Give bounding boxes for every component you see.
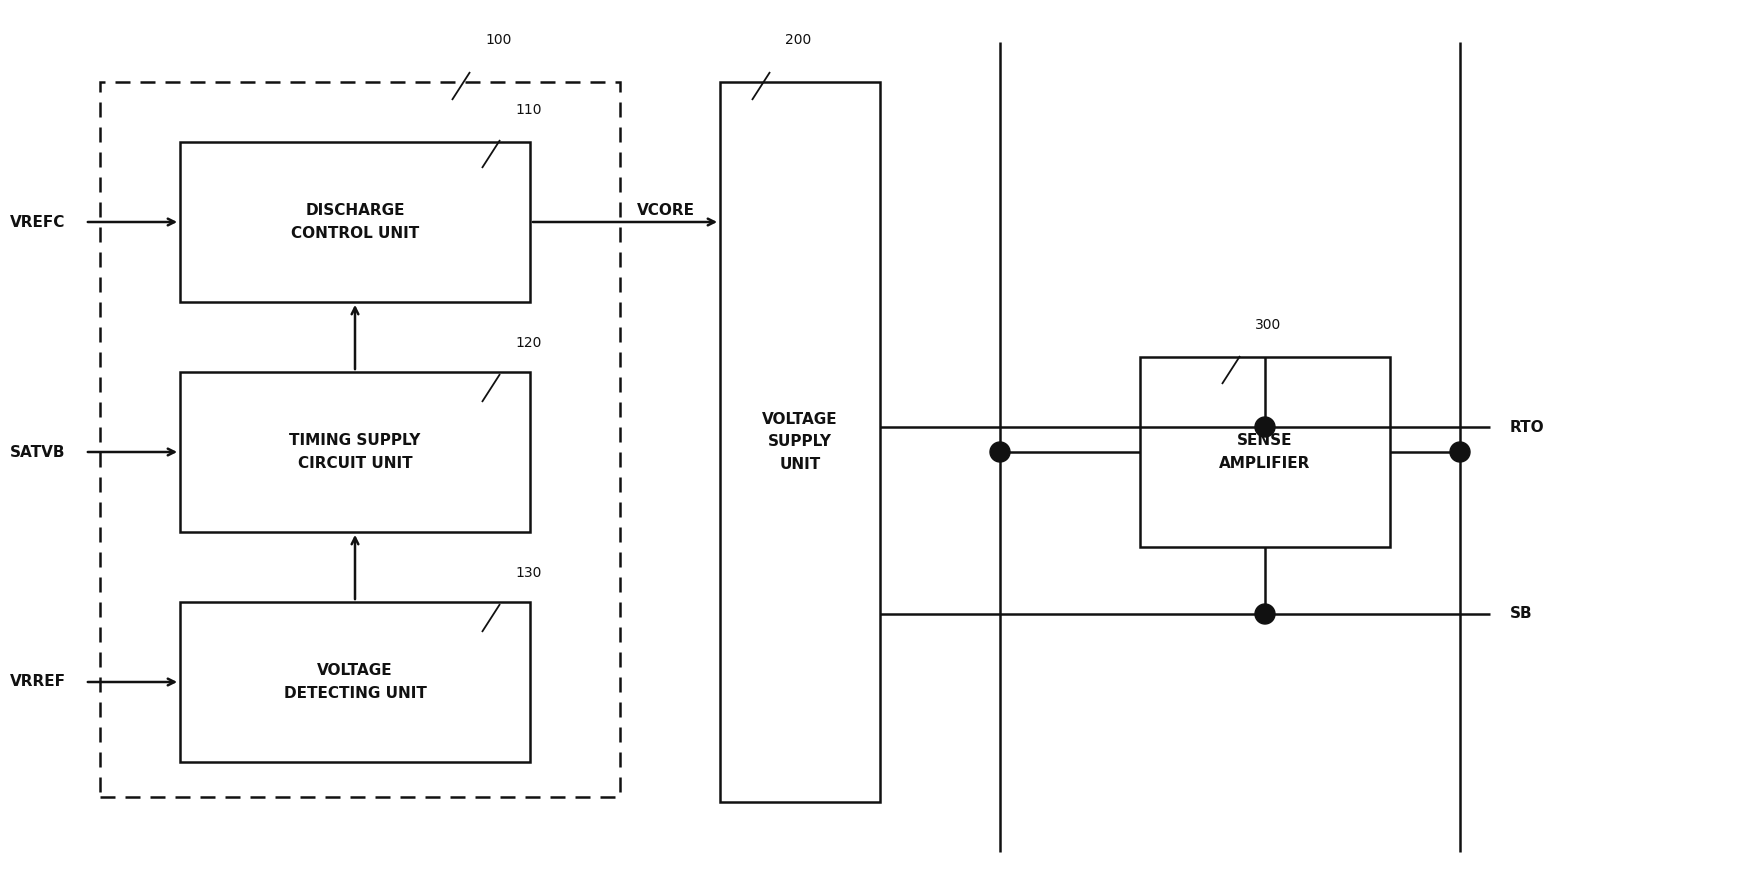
Bar	[180, 372, 529, 532]
Circle shape	[1254, 604, 1274, 624]
Text: 300: 300	[1254, 318, 1281, 332]
Text: VOLTAGE
DETECTING UNIT: VOLTAGE DETECTING UNIT	[284, 663, 427, 700]
Text: 120: 120	[515, 336, 542, 350]
Text: TIMING SUPPLY
CIRCUIT UNIT: TIMING SUPPLY CIRCUIT UNIT	[289, 433, 420, 471]
Text: 130: 130	[515, 566, 542, 580]
Text: DISCHARGE
CONTROL UNIT: DISCHARGE CONTROL UNIT	[291, 204, 418, 241]
Text: 110: 110	[515, 103, 542, 117]
Text: VOLTAGE
SUPPLY
UNIT: VOLTAGE SUPPLY UNIT	[762, 412, 838, 472]
Circle shape	[1450, 442, 1469, 462]
Text: RTO: RTO	[1510, 420, 1544, 435]
Bar	[720, 82, 880, 802]
Circle shape	[1254, 417, 1274, 437]
Text: 100: 100	[485, 33, 512, 47]
Bar	[180, 142, 529, 302]
Text: 200: 200	[785, 33, 811, 47]
Bar	[101, 82, 619, 797]
Bar	[1140, 357, 1390, 547]
Text: SENSE
AMPLIFIER: SENSE AMPLIFIER	[1219, 433, 1311, 471]
Text: SB: SB	[1510, 607, 1531, 622]
Text: SATVB: SATVB	[11, 445, 65, 460]
Text: VREFC: VREFC	[11, 214, 65, 229]
Text: VRREF: VRREF	[11, 675, 65, 690]
Text: VCORE: VCORE	[637, 203, 695, 218]
Bar	[180, 602, 529, 762]
Circle shape	[990, 442, 1009, 462]
